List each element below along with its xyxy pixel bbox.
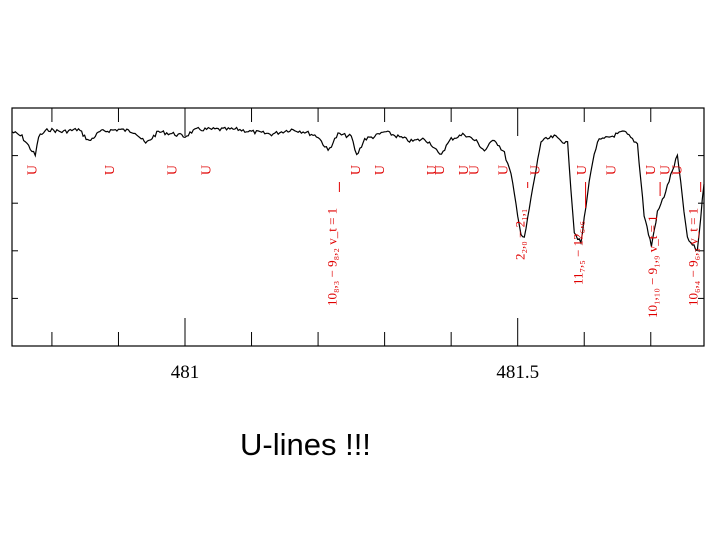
u-mark: U [575,165,590,175]
caption: U-lines !!! [240,427,371,462]
u-mark: U [425,165,440,175]
x-tick-label: 481 [171,362,200,383]
line-assignments: 10₈,₃ − 9₈,₂ v_t = 1 2₂,₀ − 2₁,₁ 11₇,₅ − 1… [324,182,702,318]
u-mark: U [529,165,544,175]
u-mark: U [605,165,620,175]
u-mark: U [644,165,659,175]
u-mark: U [497,165,512,175]
plot-frame [11,107,705,347]
assignment-label: 2₂,₀ − 2₁,₁ [513,209,528,260]
u-mark: U [658,165,673,175]
u-mark: U [103,165,118,175]
u-mark: U [433,165,448,175]
u-mark: U [670,165,685,175]
u-mark: U [165,165,180,175]
axis-ticks [12,108,704,346]
u-mark: U [199,165,214,175]
spectrum-line [11,126,705,252]
assignment-label: 11₇,₅ − 12₆,₆ [571,221,586,285]
u-mark: U [349,165,364,175]
x-tick-labels: 481 481.5 [171,362,539,383]
x-tick-label: 481.5 [496,362,539,383]
assignment-label: 10₈,₃ − 9₈,₂ v_t = 1 [324,208,339,306]
assignment-label: 10₁,₁₀ − 9₁,₉ v_t = 1 [645,215,660,318]
u-line-marks: U U U U U U UU UU U U U U U UU [26,165,686,175]
u-mark: U [26,165,41,175]
assignment-label: 10₆,₄ − 9₆,₃ v_t = 1 [686,208,701,306]
u-mark: U [467,165,482,175]
u-mark: U [373,165,388,175]
u-mark: U [457,165,472,175]
